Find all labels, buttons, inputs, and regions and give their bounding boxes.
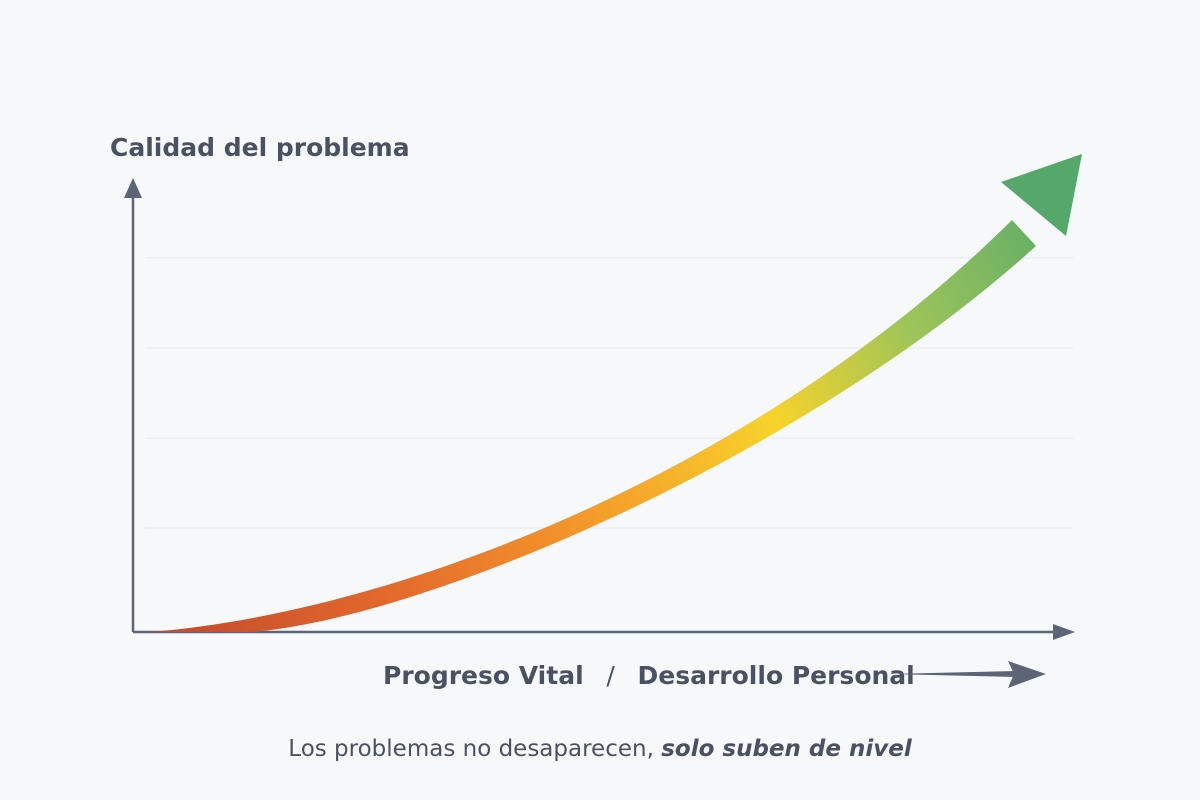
y-axis <box>124 178 142 632</box>
arrow-head <box>1001 154 1082 236</box>
y-axis-label: Calidad del problema <box>110 133 410 162</box>
arrow-shaft <box>150 220 1036 632</box>
gridlines <box>145 257 1073 529</box>
caption: Los problemas no desaparecen, solo suben… <box>288 736 913 762</box>
x-axis-label-part2: Desarrollo Personal <box>638 661 915 690</box>
caption-emphasis: solo suben de nivel <box>661 736 913 762</box>
rising-curved-arrow-icon <box>150 154 1082 632</box>
x-axis-arrowhead-icon <box>1053 624 1075 640</box>
x-axis-label-part1: Progreso Vital <box>383 661 584 690</box>
y-axis-arrowhead-icon <box>124 178 142 198</box>
x-axis-label-separator: / <box>606 661 615 690</box>
x-axis-label: Progreso Vital / Desarrollo Personal <box>383 661 915 690</box>
right-arrow-icon <box>888 661 1046 688</box>
caption-regular: Los problemas no desaparecen, <box>288 736 661 762</box>
x-axis <box>133 624 1075 640</box>
